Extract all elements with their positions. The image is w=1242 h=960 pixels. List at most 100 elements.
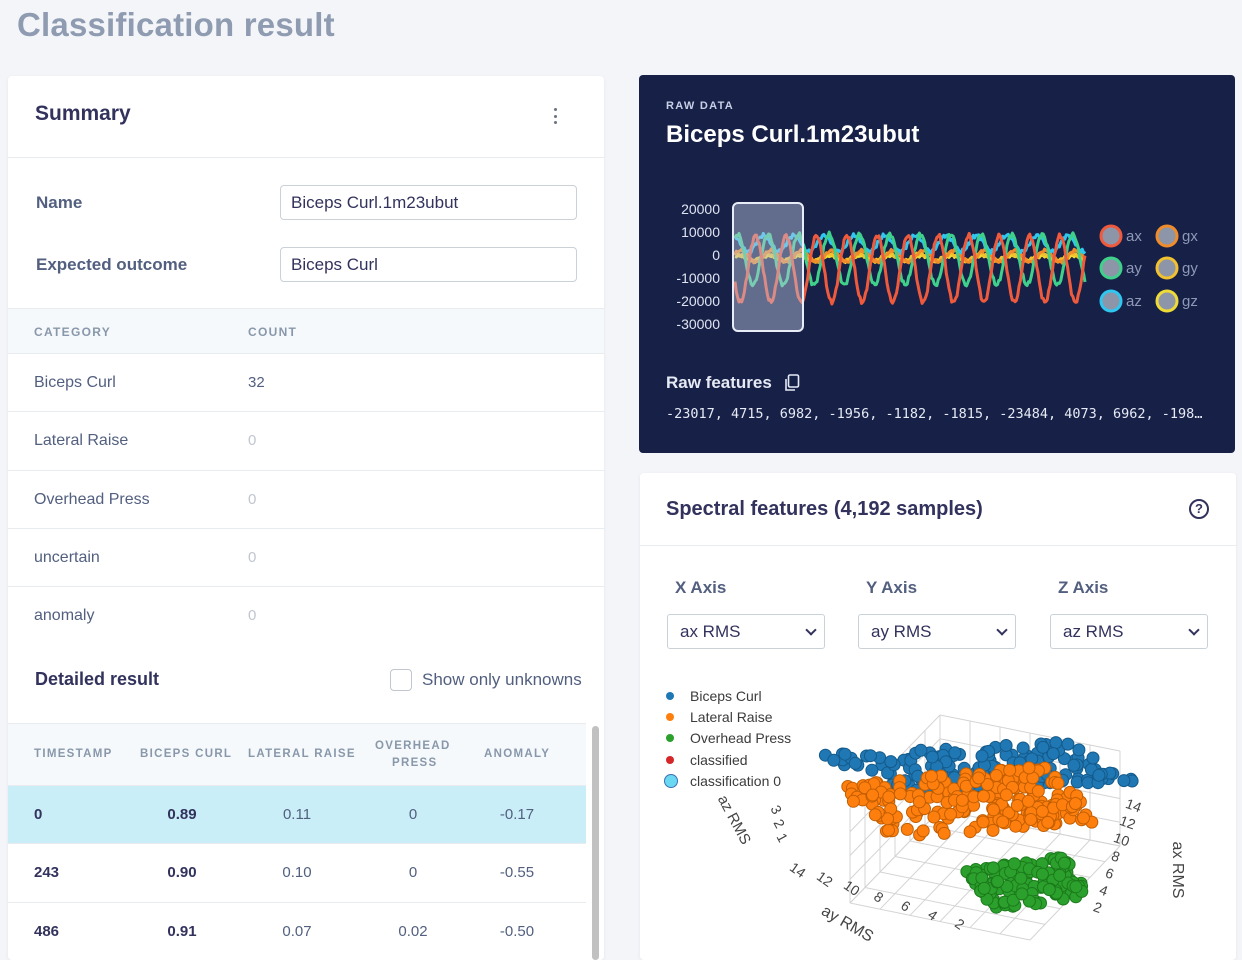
legend-swatch-ay[interactable] bbox=[1099, 256, 1123, 280]
category-count: 32 bbox=[248, 374, 265, 391]
legend-item[interactable]: Biceps Curl bbox=[664, 685, 791, 706]
grid-line bbox=[924, 825, 1106, 863]
z-tick-label: 3 bbox=[768, 802, 786, 817]
spectral-title: Spectral features (4,192 samples) bbox=[666, 498, 983, 520]
category-name: uncertain bbox=[34, 548, 100, 566]
timestamp-cell: 486 bbox=[34, 922, 60, 940]
biceps-curl-cell: 0.90 bbox=[167, 864, 197, 882]
scrollbar-thumb[interactable] bbox=[592, 726, 599, 960]
scatter-point-lateral-raise bbox=[955, 793, 969, 807]
scatter-point-lateral-raise bbox=[977, 789, 990, 803]
scatter-point-lateral-raise bbox=[1021, 794, 1035, 808]
y-tick-label: -10000 bbox=[676, 270, 720, 286]
legend-label: Overhead Press bbox=[690, 730, 792, 747]
legend-dot bbox=[666, 691, 674, 700]
chevron-down-icon bbox=[805, 624, 817, 636]
scatter-point-lateral-raise bbox=[924, 769, 938, 783]
biceps-curl-header: BICEPS CURL bbox=[140, 748, 233, 760]
y-tick-label: 10 bbox=[841, 877, 863, 899]
expected-outcome-label: Expected outcome bbox=[36, 255, 188, 274]
show-only-unknowns-toggle[interactable]: Show only unknowns bbox=[390, 669, 582, 691]
chevron-down-icon bbox=[996, 624, 1008, 636]
raw-chart-y-ticks: 20000 10000 0 -10000 -20000 -30000 bbox=[676, 201, 720, 332]
legend-label-ax: ax bbox=[1126, 228, 1142, 245]
lateral-raise-cell: 0.10 bbox=[282, 864, 312, 882]
window-selection-handle[interactable] bbox=[732, 202, 804, 332]
raw-chart-legend: ax ay az gx gy gz bbox=[1099, 224, 1198, 313]
name-input[interactable] bbox=[280, 185, 577, 220]
overhead-press-cell: 0 bbox=[408, 864, 418, 882]
scatter-point-biceps-curl bbox=[1061, 737, 1075, 751]
category-table-header: CATEGORY COUNT bbox=[8, 309, 604, 354]
raw-data-chart[interactable]: 20000 10000 0 -10000 -20000 -30000 ax ay az gx gy… bbox=[639, 190, 1235, 350]
category-name: Overhead Press bbox=[34, 490, 150, 508]
table-row: Lateral Raise 0 bbox=[8, 412, 604, 471]
series-line-ax bbox=[733, 231, 1087, 306]
table-row[interactable]: 243 0.90 0.10 0 -0.55 bbox=[8, 844, 586, 903]
raw-features-heading: Raw features bbox=[666, 373, 800, 393]
page-title: Classification result bbox=[17, 6, 335, 43]
y-tick-label: -30000 bbox=[676, 316, 720, 332]
help-icon[interactable]: ? bbox=[1189, 499, 1209, 519]
z-tick-label: 2 bbox=[771, 816, 789, 831]
scatter-points bbox=[818, 736, 1139, 914]
scatter-point-biceps-curl bbox=[1067, 758, 1081, 772]
scatter-point-biceps-curl bbox=[848, 756, 862, 770]
legend-item[interactable]: classified bbox=[664, 749, 791, 770]
anomaly-cell: -0.17 bbox=[499, 806, 535, 823]
table-row[interactable]: 486 0.91 0.07 0.02 -0.50 bbox=[8, 903, 586, 960]
scatter-point-biceps-curl bbox=[864, 749, 877, 763]
scatter-point-lateral-raise bbox=[999, 788, 1013, 802]
scatter-point-lateral-raise bbox=[976, 815, 990, 829]
legend-item[interactable]: Lateral Raise bbox=[664, 706, 791, 727]
detailed-table-scrollbar[interactable] bbox=[592, 726, 599, 960]
scatter-point-overhead-press bbox=[1058, 856, 1071, 870]
category-count: 0 bbox=[248, 607, 257, 625]
legend-item[interactable]: classification 0 bbox=[664, 770, 791, 791]
legend-item[interactable]: Overhead Press bbox=[664, 728, 791, 749]
scatter-point-lateral-raise bbox=[1009, 819, 1023, 833]
scatter-point-biceps-curl bbox=[865, 763, 879, 777]
count-header: COUNT bbox=[248, 325, 298, 339]
summary-card: Summary Name Expected outcome CATEGORY C… bbox=[8, 76, 604, 960]
x-tick-label: 8 bbox=[1109, 847, 1122, 865]
legend-dot bbox=[666, 734, 674, 743]
legend-dot bbox=[666, 755, 674, 764]
press-header: PRESS bbox=[392, 757, 438, 769]
detailed-table-header: TIMESTAMP BICEPS CURL LATERAL RAISE OVER… bbox=[8, 723, 586, 786]
y-axis-select-group: Y Axis ay RMS bbox=[858, 578, 1016, 649]
legend-swatch-gx[interactable] bbox=[1155, 224, 1179, 248]
x-tick-label: 14 bbox=[1124, 795, 1144, 815]
legend-swatch-az[interactable] bbox=[1099, 289, 1123, 313]
y-axis-value: ay RMS bbox=[871, 622, 932, 641]
table-row: Biceps Curl 32 bbox=[8, 354, 604, 413]
x-tick-label: 2 bbox=[1091, 898, 1104, 916]
expected-outcome-input[interactable] bbox=[280, 247, 577, 282]
y-axis-select[interactable]: ay RMS bbox=[858, 614, 1016, 649]
scatter-point-overhead-press bbox=[977, 881, 991, 895]
z-axis-select[interactable]: az RMS bbox=[1050, 614, 1208, 649]
scatter-point-lateral-raise bbox=[900, 822, 914, 836]
anomaly-header: ANOMALY bbox=[484, 748, 551, 760]
x-axis-select[interactable]: ax RMS bbox=[667, 614, 825, 649]
show-only-unknowns-checkbox[interactable] bbox=[390, 669, 412, 691]
x-axis-select-group: X Axis ax RMS bbox=[667, 578, 825, 649]
legend-swatch-gy[interactable] bbox=[1155, 256, 1179, 280]
table-row: uncertain 0 bbox=[8, 529, 604, 588]
anomaly-cell: -0.50 bbox=[499, 922, 535, 940]
scatter-point-overhead-press bbox=[1042, 883, 1056, 897]
overhead-press-cell: 0 bbox=[408, 806, 418, 823]
scatter-point-biceps-curl bbox=[884, 755, 898, 769]
legend-swatch-gz[interactable] bbox=[1155, 289, 1179, 313]
table-row[interactable]: 0 0.89 0.11 0 -0.17 bbox=[8, 786, 586, 845]
scatter-point-biceps-curl bbox=[1117, 774, 1131, 788]
scatter-point-lateral-raise bbox=[1051, 776, 1065, 790]
y-tick-label: 14 bbox=[787, 859, 809, 881]
name-label: Name bbox=[36, 193, 83, 212]
more-options-icon[interactable] bbox=[552, 108, 558, 124]
legend-swatch-ax[interactable] bbox=[1099, 224, 1123, 248]
scatter-point-lateral-raise bbox=[866, 788, 880, 802]
scatter-point-overhead-press bbox=[986, 861, 1000, 875]
copy-icon[interactable] bbox=[784, 374, 800, 392]
